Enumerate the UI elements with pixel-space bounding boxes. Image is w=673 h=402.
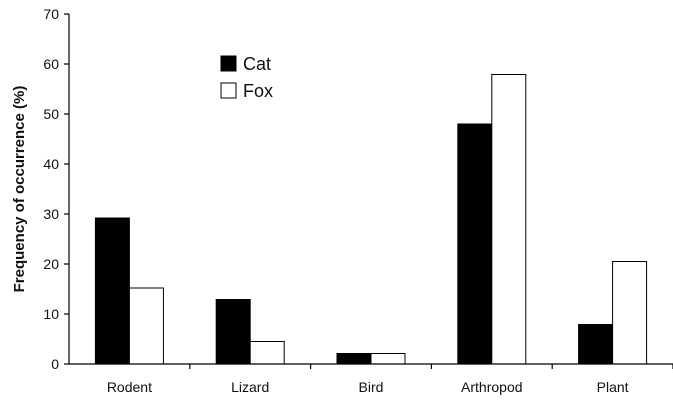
y-tick-label: 60 bbox=[43, 56, 59, 72]
bar-cat-plant bbox=[578, 324, 614, 365]
y-tick-label: 70 bbox=[43, 6, 59, 22]
y-ticks: 0 10 20 30 40 50 60 70 bbox=[43, 6, 69, 372]
legend-swatch-cat bbox=[220, 55, 237, 72]
y-tick-label: 20 bbox=[43, 256, 59, 272]
bars-layer bbox=[94, 74, 648, 365]
x-ticks: Rodent Lizard Bird Arthropod Plant bbox=[107, 364, 673, 395]
y-tick-label: 50 bbox=[43, 106, 59, 122]
legend-swatch-fox bbox=[220, 82, 237, 99]
x-tick-label: Bird bbox=[359, 379, 384, 395]
bar-fox-lizard bbox=[249, 341, 285, 365]
x-tick-label: Arthropod bbox=[461, 379, 522, 395]
legend-label-fox: Fox bbox=[243, 81, 273, 101]
bar-fox-rodent bbox=[128, 287, 164, 365]
bar-cat-arthropod bbox=[457, 123, 493, 365]
bar-cat-rodent bbox=[94, 217, 130, 365]
y-tick-label: 30 bbox=[43, 206, 59, 222]
legend-label-cat: Cat bbox=[243, 54, 271, 74]
y-axis-label: Frequency of occurrence (%) bbox=[11, 86, 28, 293]
bar-fox-bird bbox=[370, 353, 406, 365]
x-tick-label: Lizard bbox=[231, 379, 269, 395]
y-tick-label: 40 bbox=[43, 156, 59, 172]
x-tick-label: Rodent bbox=[107, 379, 152, 395]
bar-fox-arthropod bbox=[491, 74, 527, 365]
bar-fox-plant bbox=[612, 261, 648, 365]
y-tick-label: 0 bbox=[51, 356, 59, 372]
axes-layer bbox=[68, 14, 673, 365]
x-tick-label: Plant bbox=[597, 379, 629, 395]
legend: Cat Fox bbox=[220, 54, 273, 101]
y-tick-label: 10 bbox=[43, 306, 59, 322]
bar-cat-lizard bbox=[215, 299, 251, 365]
bar-cat-bird bbox=[336, 353, 372, 365]
